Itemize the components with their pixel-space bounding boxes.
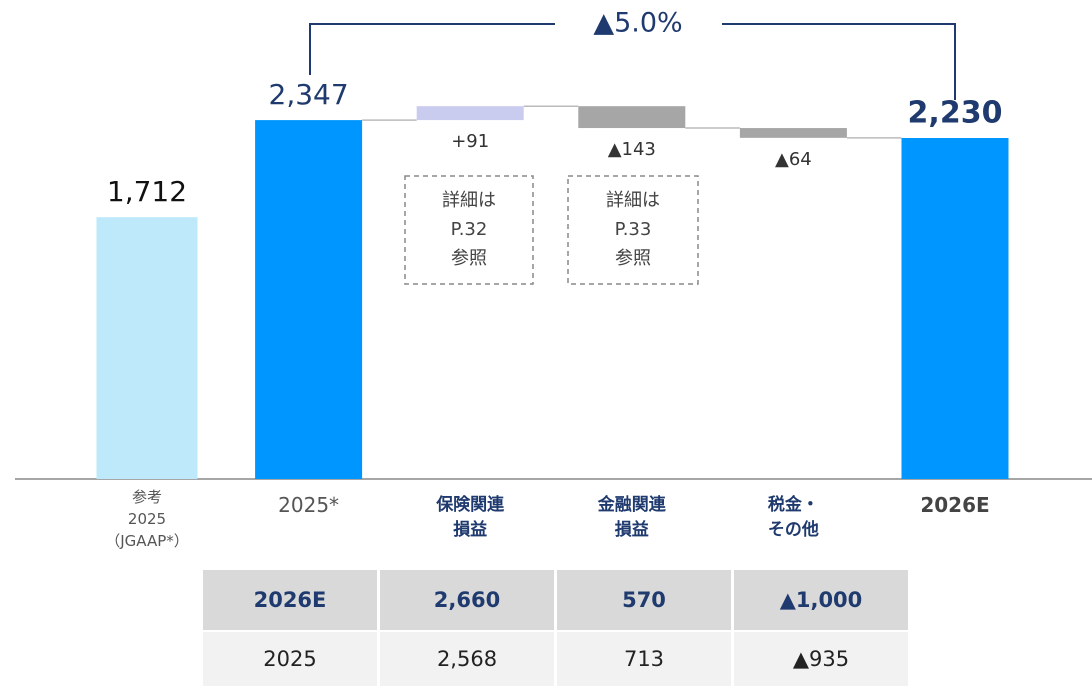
x-tick-label: 保険関連損益 <box>435 494 505 540</box>
table-cell: 2026E <box>203 570 377 630</box>
note-text: 参照 <box>615 248 651 269</box>
bar <box>578 106 686 129</box>
bar <box>901 137 1009 479</box>
table-cell: 2,568 <box>380 630 554 686</box>
note-text: P.33 <box>615 219 652 240</box>
note-box <box>404 175 534 285</box>
table-row: 2026E 2,660 570 ▲1,000 <box>203 570 908 630</box>
note-text: 参照 <box>451 248 487 269</box>
note-text: 詳細は <box>606 190 660 211</box>
value-label: 2,347 <box>269 78 349 111</box>
table-cell: 713 <box>557 630 731 686</box>
note-text: P.32 <box>451 219 488 240</box>
x-tick-label: 2025* <box>278 493 339 517</box>
table-cell: 570 <box>557 570 731 630</box>
note-text: 詳細は <box>442 190 496 211</box>
value-label: 1,712 <box>107 175 187 208</box>
value-label: +91 <box>451 131 489 152</box>
table-cell: ▲935 <box>734 630 908 686</box>
x-tick-label: 2026E <box>920 493 989 517</box>
bar <box>96 217 198 479</box>
bar <box>739 128 847 138</box>
annotation: ▲5.0% <box>593 8 682 39</box>
bar <box>255 120 363 479</box>
x-tick-label: 参考 2025 （JGAAP*） <box>105 488 189 550</box>
table-cell: ▲1,000 <box>734 570 908 630</box>
value-label: 2,230 <box>908 95 1003 130</box>
x-tick-label: 金融関連損益 <box>597 494 667 540</box>
bar <box>416 106 524 121</box>
bracket-right <box>722 23 956 100</box>
value-label: ▲143 <box>608 139 656 160</box>
bracket-left <box>309 23 555 75</box>
note-box <box>567 175 699 285</box>
x-tick-label: 税金・その他 <box>768 494 819 540</box>
table-cell: 2025 <box>203 630 377 686</box>
chart: ▲5.0% 1,712 参考 2025 （JGAAP*） 2,347 2025* +91 保険… <box>15 8 1092 550</box>
table-cell: 2,660 <box>380 570 554 630</box>
value-label: ▲64 <box>775 149 812 170</box>
data-table: 2026E 2,660 570 ▲1,000 2025 2,568 713 ▲935 <box>200 570 911 686</box>
table-row: 2025 2,568 713 ▲935 <box>203 630 908 686</box>
